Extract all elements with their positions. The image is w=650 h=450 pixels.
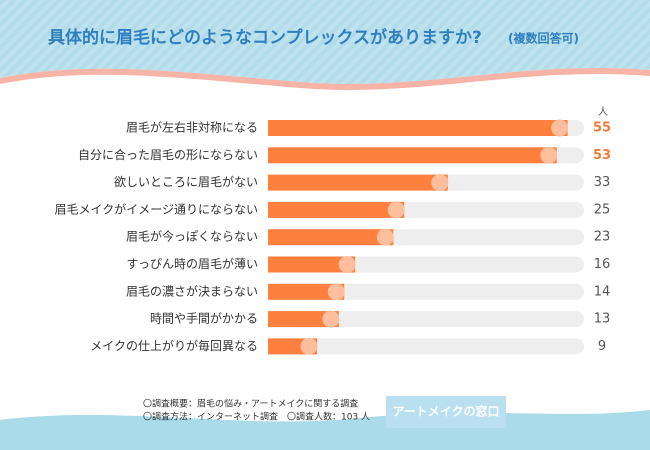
chart-subtitle: (複数回答可) — [508, 31, 579, 46]
logo: アートメイクの窓口 — [392, 404, 499, 419]
bar — [268, 201, 405, 218]
bar-cap — [387, 201, 405, 219]
bar-cap — [376, 228, 394, 246]
bar — [268, 256, 356, 273]
bar-cap — [540, 146, 558, 164]
value-label: 13 — [594, 312, 611, 327]
value-label: 53 — [593, 148, 611, 163]
category-label: 時間や手間がかかる — [150, 311, 258, 326]
bar-cap — [338, 256, 356, 273]
category-label: 眉毛メイクがイメージ通りにならない — [54, 201, 258, 216]
value-label: 14 — [594, 284, 611, 299]
category-label: 欲しいところに眉毛がない — [114, 174, 258, 189]
note: 〇調査方法：インターネット調査 〇調査人数：103 人 — [143, 411, 370, 423]
chart-title: 具体的に眉毛にどのようなコンプレックスがありますか? — [47, 27, 482, 48]
bar — [268, 120, 568, 136]
category-label: メイクの仕上がりが毎回異なる — [90, 338, 258, 353]
bar — [268, 174, 448, 191]
bar — [268, 311, 339, 328]
header-band — [0, 0, 650, 84]
value-label: 55 — [593, 121, 611, 136]
bar-track — [268, 283, 584, 300]
category-label: 眉毛が今っぽくならない — [126, 229, 258, 244]
bar-cap — [327, 283, 345, 301]
value-label: 25 — [594, 202, 611, 217]
bar-track — [268, 311, 584, 328]
value-label: 16 — [594, 257, 611, 272]
bar — [268, 147, 557, 164]
unit-label: 人 — [598, 106, 608, 118]
header-wave — [0, 68, 650, 90]
bar-cap — [431, 174, 449, 192]
bar-cap — [322, 310, 340, 328]
value-label: 23 — [594, 230, 611, 245]
bar — [268, 283, 345, 300]
bar-cap — [300, 337, 318, 355]
logo-box — [386, 396, 506, 428]
category-label: 眉毛が左右非対称になる — [126, 120, 258, 135]
category-label: 眉毛の濃さが決まらない — [126, 283, 258, 298]
note: 〇調査概要：眉毛の悩み・アートメイクに関する調査 — [143, 398, 358, 410]
value-label: 33 — [594, 175, 611, 190]
category-label: すっぴん時の眉毛が薄い — [126, 256, 258, 271]
bar-cap — [551, 119, 569, 137]
bar-track — [268, 338, 584, 355]
category-label: 自分に合った眉毛の形にならない — [78, 147, 258, 162]
value-label: 9 — [598, 339, 606, 354]
bar — [268, 229, 394, 246]
